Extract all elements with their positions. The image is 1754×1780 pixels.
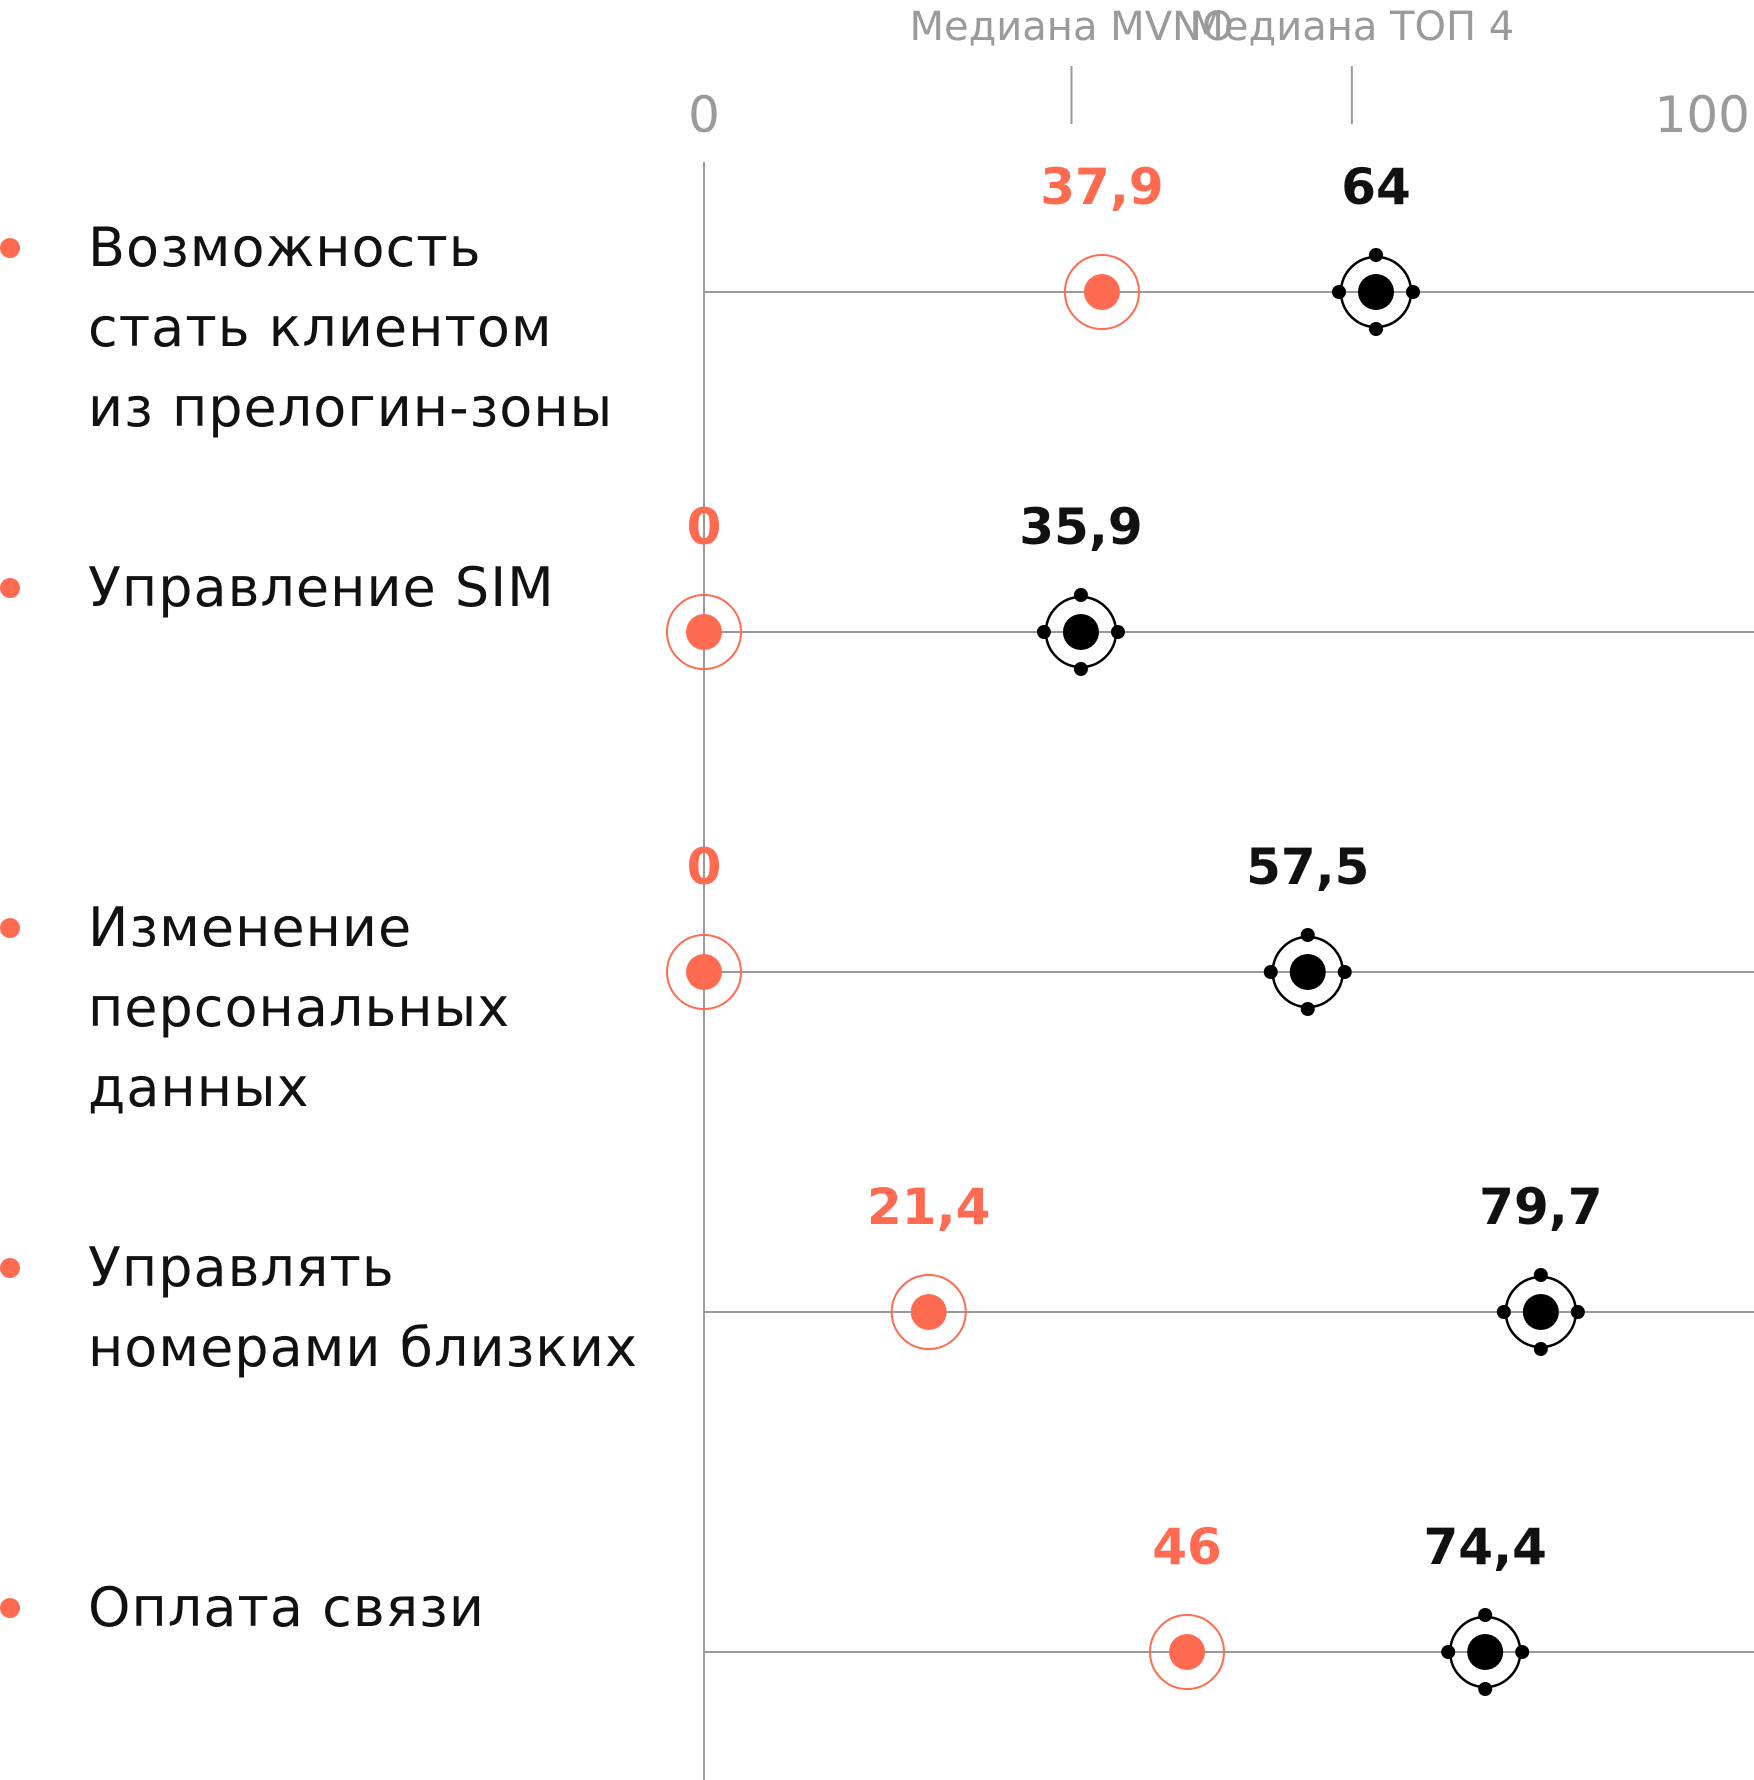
mvno-value-4: 46	[1152, 1518, 1222, 1576]
top4-handle-0-1	[1369, 322, 1383, 336]
top4-handle-0-0	[1369, 248, 1383, 262]
top4-handle-2-2	[1263, 965, 1278, 979]
bullet-2	[0, 918, 20, 938]
category-label-0-0: Возможность	[88, 216, 482, 279]
mvno-ring-0	[1063, 254, 1140, 330]
category-label-3-1: номерами близких	[88, 1316, 638, 1379]
mvno-ring-2	[666, 934, 742, 1010]
top4-value-3: 79,7	[1479, 1178, 1602, 1236]
top4-dot-0	[1358, 274, 1394, 310]
mvno-dot-2	[686, 954, 722, 990]
category-label-2-0: Изменение	[88, 896, 412, 959]
top4-handle-3-2	[1496, 1305, 1511, 1319]
category-label-3-0: Управлять	[88, 1236, 395, 1299]
mvno-value-0: 37,9	[1040, 158, 1163, 216]
mvno-value-1: 0	[687, 498, 722, 556]
category-label-4-0: Оплата связи	[88, 1576, 485, 1639]
top4-dot-1	[1062, 614, 1099, 650]
mvno-ring-3	[890, 1274, 967, 1350]
top4-dot-3	[1522, 1294, 1559, 1330]
category-label-2-2: данных	[88, 1056, 310, 1119]
top4-dot-4	[1467, 1634, 1504, 1670]
top4-dot-2	[1289, 954, 1326, 990]
median-label-0: Медиана MVNO	[910, 4, 1234, 50]
mvno-ring-4	[1149, 1614, 1225, 1690]
x-tick-100: 100	[1655, 86, 1750, 144]
bullet-4	[0, 1598, 20, 1618]
bullet-3	[0, 1258, 20, 1278]
top4-handle-3-0	[1533, 1268, 1548, 1282]
top4-handle-4-2	[1441, 1645, 1456, 1659]
top4-handle-3-1	[1533, 1342, 1548, 1356]
mvno-dot-3	[910, 1294, 947, 1330]
top4-value-1: 35,9	[1019, 498, 1142, 556]
top4-value-2: 57,5	[1246, 838, 1369, 896]
category-label-0-1: стать клиентом	[88, 296, 553, 359]
top4-handle-4-1	[1478, 1682, 1493, 1696]
top4-value-4: 74,4	[1424, 1518, 1547, 1576]
category-label-0-2: из прелогин-зоны	[88, 376, 613, 439]
top4-handle-2-3	[1337, 965, 1352, 979]
category-label-2-1: персональных	[88, 976, 510, 1039]
mvno-dot-0	[1083, 274, 1120, 310]
top4-handle-4-0	[1478, 1608, 1493, 1622]
top4-handle-0-3	[1406, 285, 1420, 299]
mvno-value-2: 0	[687, 838, 722, 896]
mvno-dot-4	[1169, 1634, 1205, 1670]
category-label-1-0: Управление SIM	[88, 556, 555, 619]
bullet-0	[0, 238, 20, 258]
bullet-1	[0, 578, 20, 598]
top4-handle-1-0	[1073, 588, 1088, 602]
top4-handle-0-2	[1332, 285, 1346, 299]
mvno-value-3: 21,4	[867, 1178, 990, 1236]
top4-handle-1-1	[1073, 662, 1088, 676]
mvno-dot-1	[686, 614, 722, 650]
x-tick-0: 0	[688, 86, 720, 144]
top4-value-0: 64	[1341, 158, 1411, 216]
mvno-ring-1	[666, 594, 742, 670]
top4-handle-4-3	[1515, 1645, 1530, 1659]
top4-handle-1-3	[1110, 625, 1125, 639]
top4-handle-1-2	[1036, 625, 1051, 639]
top4-handle-3-3	[1570, 1305, 1585, 1319]
top4-handle-2-1	[1300, 1002, 1315, 1016]
top4-handle-2-0	[1300, 928, 1315, 942]
median-label-1: Медиана ТОП 4	[1189, 4, 1514, 50]
